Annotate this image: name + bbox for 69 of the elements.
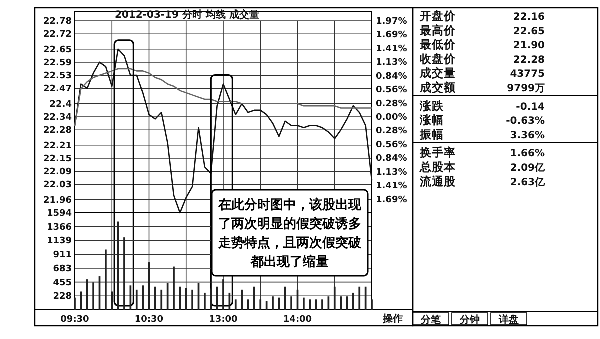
y2-tick-label: 0.00%	[376, 113, 408, 123]
x-tick-label: 14:00	[283, 315, 312, 325]
y2-tick-label: 1.69%	[376, 195, 408, 206]
y-tick-label: 911	[53, 250, 72, 261]
text: 分笔	[420, 314, 442, 326]
text: 操作	[382, 313, 403, 325]
x-tick-label: 09:30	[60, 315, 90, 325]
y-tick-label: 22.28	[44, 126, 72, 136]
y-tick-label: 22.53	[44, 72, 72, 82]
y-tick-label: 22.09	[44, 168, 72, 178]
annotation: 在此分时图中，该股出现了两次明显的假突破诱多走势特点，且两次假突破都出现了缩量	[218, 197, 362, 270]
text: 成交量	[419, 66, 456, 80]
text: 开盘价	[419, 9, 457, 23]
chart-title: 2012-03-19 分时 均线 成交量	[115, 9, 260, 21]
text: 详盘	[498, 314, 519, 326]
text: 最高价	[419, 23, 457, 38]
text: 涨幅	[419, 113, 444, 128]
text: -0.63%	[506, 116, 545, 128]
y-tick-label: 22.15	[44, 154, 72, 164]
y2-tick-label: 0.84%	[376, 154, 408, 164]
y-tick-label: 228	[53, 292, 72, 302]
text: 分钟	[459, 314, 480, 326]
y-tick-label: 22.65	[44, 45, 72, 56]
y-tick-label: 22.78	[44, 17, 72, 27]
y2-tick-label: 1.13%	[376, 58, 408, 68]
text: 1.66%	[510, 148, 545, 160]
text: 涨跌	[419, 98, 445, 113]
text: 43775	[510, 69, 546, 80]
text: 2.63亿	[510, 176, 546, 188]
y-tick-label: 455	[53, 278, 72, 288]
text: 收盘价	[420, 52, 457, 66]
text: 流通股	[419, 174, 457, 188]
y2-tick-label: 0.84%	[376, 72, 408, 82]
y2-tick-label: 1.69%	[376, 30, 408, 41]
text: 22.16	[513, 12, 546, 23]
text: 成交额	[419, 80, 457, 94]
y2-tick-label: 0.56%	[376, 86, 408, 96]
y2-tick-label: 1.97%	[376, 17, 408, 27]
y2-tick-label: 1.41%	[376, 44, 408, 54]
text: 振幅	[419, 127, 444, 142]
y-tick-label: 22.34	[44, 113, 72, 123]
text: 换手率	[419, 146, 456, 160]
text: -0.14	[516, 102, 546, 113]
text: 21.90	[513, 40, 546, 52]
y-tick-label: 1594	[46, 209, 72, 219]
y-tick-label: 21.96	[44, 196, 72, 206]
y-tick-label: 22.59	[44, 58, 72, 68]
x-tick-label: 10:30	[134, 315, 164, 325]
y2-tick-label: 0.56%	[376, 140, 408, 150]
text: 总股本	[419, 160, 457, 174]
y2-tick-label: 0.28%	[376, 126, 408, 137]
y-tick-label: 22.72	[44, 30, 72, 40]
text: 最低价	[419, 38, 457, 52]
y-tick-label: 1139	[46, 236, 72, 247]
y2-tick-label: 0.28%	[376, 99, 408, 110]
y-tick-label: 22.03	[44, 180, 72, 191]
y-tick-label: 22.47	[44, 84, 72, 95]
x-tick-label: 13:00	[209, 315, 238, 325]
text: 2.09亿	[510, 162, 546, 174]
y-tick-label: 22.21	[44, 141, 72, 152]
y2-tick-label: 1.13%	[376, 168, 408, 178]
text: 9799万	[507, 84, 545, 94]
text: 3.36%	[510, 130, 545, 142]
y-tick-label: 683	[53, 264, 72, 274]
y-tick-label: 1366	[46, 222, 72, 233]
y-tick-label: 22.4	[50, 100, 72, 110]
y2-tick-label: 1.41%	[376, 182, 408, 192]
text: 22.28	[513, 54, 546, 66]
text: 22.65	[513, 26, 546, 38]
